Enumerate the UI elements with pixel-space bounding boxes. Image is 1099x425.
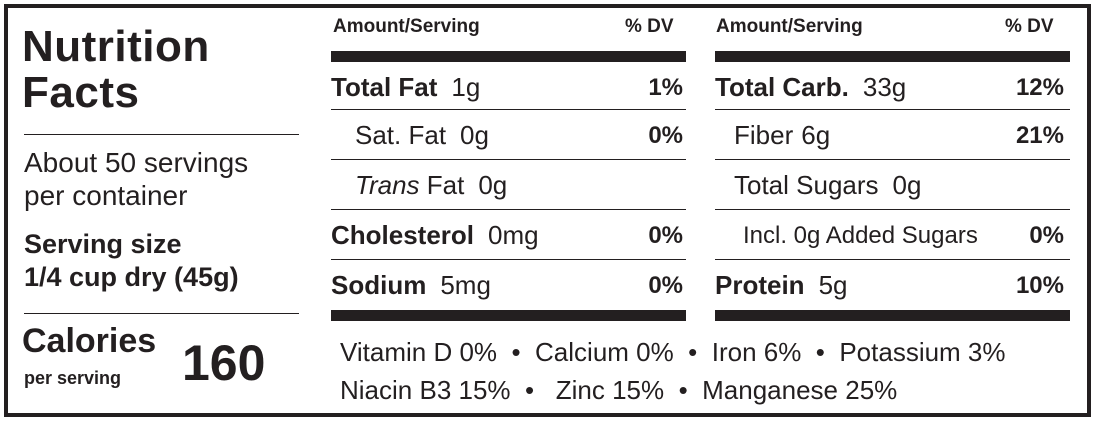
servings-per-container: About 50 servings per container [24, 146, 248, 212]
nutrient-name-italic: Trans [355, 170, 420, 200]
nutrition-facts-title: Nutrition Facts [22, 24, 210, 116]
nutrient-name: Total Sugars [734, 170, 879, 200]
nutrient-amount: 1g [451, 72, 481, 102]
nutrient-row-added-sugars: Incl. 0g Added Sugars 0% [715, 210, 1064, 261]
amount-header: Amount/Serving [333, 16, 480, 37]
nutrient-dv: 1% [648, 73, 683, 101]
nutrient-row-fiber: Fiber 6g 21% [710, 110, 1064, 161]
servings-line-2: per container [24, 180, 188, 211]
calories-value: 160 [182, 335, 266, 391]
thick-rule [715, 51, 1070, 62]
nutrient-amount: 0g [478, 170, 508, 200]
serving-size-value: 1/4 cup dry (45g) [24, 262, 239, 292]
nutrient-amount: 6g [801, 120, 831, 150]
nutrient-amount: 5mg [440, 270, 491, 300]
divider [331, 209, 686, 210]
dv-header: % DV [625, 16, 674, 37]
calories-label: Calories [22, 322, 157, 360]
servings-line-1: About 50 servings [24, 147, 249, 178]
vitamins-line-2: Niacin B3 15% • Zinc 15% • Manganese 25% [340, 375, 898, 405]
divider [331, 259, 686, 260]
nutrient-dv: 0% [1029, 221, 1064, 249]
nutrient-name: Sat. Fat [355, 120, 447, 150]
nutrient-dv: 0% [648, 121, 683, 149]
divider [715, 259, 1070, 260]
nutrient-amount: 0g [460, 120, 489, 150]
divider [715, 209, 1070, 210]
divider [715, 109, 1070, 110]
divider [24, 313, 299, 314]
nutrient-name: Total Fat [331, 72, 438, 102]
nutrient-row-sodium: Sodium 5mg 0% [331, 260, 683, 311]
nutrient-row-total-fat: Total Fat 1g 1% [331, 62, 683, 113]
nutrient-amount: 5g [818, 270, 848, 300]
serving-size-label: Serving size [24, 229, 182, 259]
nutrient-dv: 0% [648, 221, 683, 249]
nutrient-name: Cholesterol [331, 220, 475, 250]
nutrient-name: Total Carb. [715, 72, 849, 102]
title-line-2: Facts [22, 68, 140, 117]
calories-per-serving: per serving [24, 368, 122, 388]
thick-rule [715, 310, 1070, 321]
nutrient-name: Fat [419, 170, 465, 200]
thick-rule [331, 310, 686, 321]
nutrition-facts-label [4, 4, 1091, 417]
dv-header: % DV [1005, 16, 1054, 37]
nutrient-amount: 0g [892, 170, 922, 200]
nutrient-dv: 12% [1015, 73, 1064, 101]
nutrient-row-sat-fat: Sat. Fat 0g 0% [331, 110, 683, 161]
nutrient-dv: 21% [1015, 121, 1064, 149]
serving-size: Serving size 1/4 cup dry (45g) [24, 228, 239, 294]
nutrient-amount: 33g [862, 72, 907, 102]
divider [331, 159, 686, 160]
divider [24, 134, 299, 135]
amount-header: Amount/Serving [716, 16, 863, 37]
nutrient-row-total-carb: Total Carb. 33g 12% [715, 62, 1064, 113]
nutrient-name: Protein [715, 270, 805, 300]
nutrient-amount: 0mg [488, 220, 539, 250]
divider [331, 109, 686, 110]
nutrient-dv: 0% [648, 271, 683, 299]
nutrient-row-trans-fat: Trans Fat 0g [331, 160, 683, 211]
divider [715, 159, 1070, 160]
nutrient-row-protein: Protein 5g 10% [715, 260, 1064, 311]
nutrient-name: Incl. 0g Added Sugars [743, 221, 978, 249]
nutrient-dv: 10% [1015, 271, 1064, 299]
vitamins-minerals: Vitamin D 0% • Calcium 0% • Iron 6% • Po… [340, 333, 1006, 409]
vitamins-line-1: Vitamin D 0% • Calcium 0% • Iron 6% • Po… [340, 337, 1006, 367]
nutrient-name: Sodium [331, 270, 427, 300]
nutrient-row-cholesterol: Cholesterol 0mg 0% [331, 210, 683, 261]
thick-rule [331, 51, 686, 62]
title-line-1: Nutrition [22, 22, 210, 71]
nutrient-name: Fiber [734, 120, 794, 150]
nutrient-row-total-sugars: Total Sugars 0g [710, 160, 1064, 211]
